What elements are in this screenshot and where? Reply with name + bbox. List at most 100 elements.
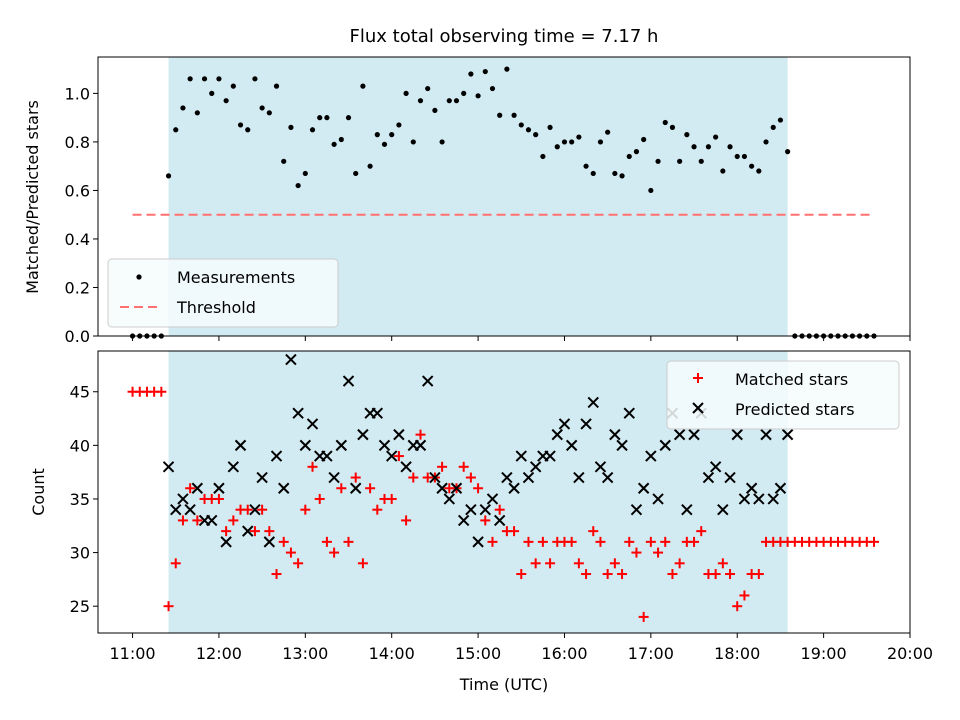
predicted-star-point	[162, 461, 175, 473]
predicted-star-point	[371, 407, 384, 419]
matched-star-point	[307, 461, 318, 472]
measurement-point	[777, 117, 784, 123]
predicted-star-point	[299, 439, 312, 452]
measurement-point	[302, 170, 308, 177]
legend-predicted-cross-b	[692, 402, 704, 414]
legend-predicted-marker	[692, 402, 704, 414]
measurement-point	[741, 153, 748, 160]
predicted-star-point	[242, 525, 254, 537]
predicted-star-point	[652, 493, 664, 505]
top-ytick-label: 0.8	[65, 133, 90, 152]
measurement-point	[417, 98, 424, 104]
matched-star-point	[242, 504, 253, 515]
predicted-star-point	[623, 407, 635, 419]
predicted-star-point	[573, 471, 585, 484]
predicted-star-point-b	[249, 503, 261, 516]
measurement-point	[633, 149, 640, 155]
predicted-star-point-b	[242, 525, 254, 537]
matched-star-point	[329, 547, 340, 558]
predicted-star-point	[645, 450, 657, 462]
measurement-point	[734, 153, 740, 160]
predicted-star-point-b	[378, 439, 391, 452]
predicted-star-point	[724, 471, 736, 484]
matched-star-point	[530, 558, 541, 569]
predicted-star-point	[486, 493, 499, 505]
bottom-x-axis-label: Time (UTC)	[459, 675, 548, 694]
predicted-star-point-b	[652, 493, 664, 505]
measurement-point	[439, 139, 445, 145]
bottom-legend: Matched stars Predicted stars	[666, 360, 900, 430]
measurement-point	[389, 132, 395, 138]
bottom-xtick-label: 20:00	[887, 644, 933, 663]
matched-star-point	[343, 536, 354, 547]
matched-star-point	[249, 526, 260, 537]
bottom-xtick-label: 13:00	[282, 644, 328, 663]
predicted-star-point	[227, 461, 240, 473]
predicted-star-point-b	[162, 461, 175, 473]
measurement-point	[569, 139, 575, 145]
top-ytick-label: 0.4	[65, 230, 90, 249]
predicted-star-point	[270, 450, 283, 462]
predicted-star-point-b	[328, 471, 340, 484]
predicted-star-point-b	[753, 493, 765, 505]
measurement-point	[547, 124, 553, 130]
predicted-star-point-b	[206, 514, 218, 527]
predicted-star-point	[508, 482, 520, 494]
measurement-point	[266, 110, 272, 116]
measurement-point	[662, 119, 668, 126]
matched-star-point	[213, 493, 224, 504]
predicted-star-point-b	[645, 450, 657, 462]
matched-star-point	[545, 558, 556, 569]
predicted-star-point	[472, 536, 484, 548]
predicted-star-point	[378, 439, 391, 452]
predicted-star-point-b	[681, 503, 693, 516]
bottom-axes-frame	[97, 350, 911, 634]
predicted-star-point-b	[601, 471, 614, 484]
predicted-star-point-b	[177, 493, 189, 505]
measurement-point	[338, 136, 344, 143]
predicted-star-point-b	[335, 439, 348, 452]
predicted-star-point	[681, 503, 693, 516]
predicted-star-point-b	[551, 428, 563, 441]
bottom-xtick-label: 16:00	[541, 644, 587, 663]
predicted-star-point-b	[457, 514, 470, 527]
matched-star-point	[617, 569, 628, 580]
bottom-y-axis-label: Count	[29, 468, 48, 516]
measurement-point	[756, 168, 762, 174]
matched-star-point	[192, 515, 203, 526]
predicted-star-point	[385, 450, 398, 462]
bottom-ytick-label: 40	[70, 436, 90, 455]
predicted-star-point	[760, 428, 772, 441]
predicted-star-point	[306, 418, 319, 430]
predicted-star-point	[522, 471, 535, 484]
predicted-star-point	[781, 428, 794, 441]
predicted-star-point	[587, 396, 599, 409]
measurement-point	[698, 158, 704, 164]
measurement-point	[561, 139, 568, 145]
matched-star-point	[602, 569, 613, 580]
measurement-point	[230, 83, 236, 89]
bottom-ytick-label: 45	[70, 383, 90, 402]
measurement-point	[223, 98, 229, 104]
measurement-point	[288, 124, 294, 130]
predicted-star-point-b	[357, 428, 369, 441]
matched-star-point	[609, 558, 620, 569]
measurement-point	[691, 144, 697, 150]
predicted-star-point	[551, 428, 563, 441]
measurement-point	[583, 163, 589, 169]
measurement-point	[201, 76, 208, 82]
measurement-point	[259, 105, 265, 111]
measurement-point	[180, 105, 186, 111]
measurement-point	[173, 127, 179, 133]
predicted-star-point-b	[637, 482, 650, 494]
bottom-panel: 25 30 35 40 45 11:00 12:00 13:00 14:00 15:00 16:0…	[29, 350, 933, 694]
predicted-star-point-b	[285, 353, 297, 366]
bottom-xtick-label: 18:00	[714, 644, 760, 663]
measurement-point	[209, 90, 215, 96]
matched-star-point	[537, 536, 548, 547]
predicted-star-point-b	[508, 482, 520, 494]
matched-star-point	[509, 526, 520, 537]
matched-star-point	[336, 483, 347, 494]
measurement-point	[705, 144, 712, 150]
measurement-point	[410, 139, 416, 145]
